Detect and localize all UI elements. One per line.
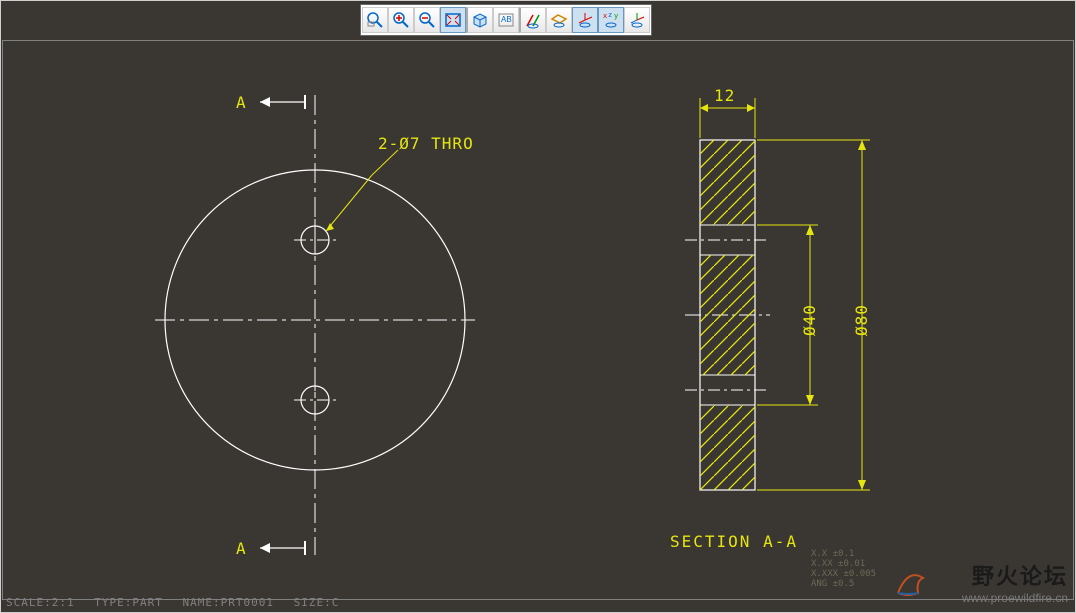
refit-button[interactable] xyxy=(440,7,466,33)
status-scale: SCALE:2:1 xyxy=(6,596,75,609)
csys-hide-button[interactable] xyxy=(624,7,650,33)
svg-text:AB: AB xyxy=(501,15,512,24)
watermark: 野火论坛 www.proewildfire.cn xyxy=(962,559,1068,605)
status-bar: SCALE:2:1 TYPE:PART NAME:PRT0001 SIZE:C xyxy=(6,596,351,609)
flame-icon xyxy=(888,563,938,603)
zoom-window-button[interactable] xyxy=(362,7,388,33)
section-letter-bottom: A xyxy=(236,539,247,558)
tol-line3: X.XXX ±0.005 xyxy=(811,569,876,579)
status-name: NAME:PRT0001 xyxy=(182,596,273,609)
tol-line1: X.X ±0.1 xyxy=(811,549,876,559)
datum-axis-button[interactable] xyxy=(519,7,546,33)
dim-d80: Ø80 xyxy=(852,304,871,336)
csys-xyz-button[interactable]: xyz xyxy=(598,7,624,33)
dim-12: 12 xyxy=(714,86,735,105)
zoom-out-button[interactable] xyxy=(414,7,440,33)
zoom-in-button[interactable] xyxy=(388,7,414,33)
dim-d40: Ø40 xyxy=(800,304,819,336)
status-type: TYPE:PART xyxy=(94,596,163,609)
watermark-title: 野火论坛 xyxy=(962,559,1068,591)
svg-text:x: x xyxy=(603,12,607,20)
shade-button[interactable] xyxy=(466,7,493,33)
datum-plane-button[interactable] xyxy=(546,7,572,33)
watermark-url: www.proewildfire.cn xyxy=(962,591,1068,605)
drawing-border xyxy=(2,40,1074,600)
csys-red-button[interactable] xyxy=(572,7,598,33)
section-label: SECTION A-A xyxy=(670,532,798,551)
annotation-button[interactable]: AB xyxy=(493,7,519,33)
svg-text:y: y xyxy=(614,12,618,20)
hole-callout: 2-Ø7 THRO xyxy=(378,134,474,153)
view-toolbar: AB xyz xyxy=(360,4,652,36)
tol-line2: X.XX ±0.01 xyxy=(811,559,876,569)
status-size: SIZE:C xyxy=(294,596,340,609)
section-letter-top: A xyxy=(236,93,247,112)
tol-line4: ANG ±0.5 xyxy=(811,579,876,589)
tolerance-block: X.X ±0.1 X.XX ±0.01 X.XXX ±0.005 ANG ±0.… xyxy=(811,549,876,589)
svg-text:z: z xyxy=(608,11,612,19)
